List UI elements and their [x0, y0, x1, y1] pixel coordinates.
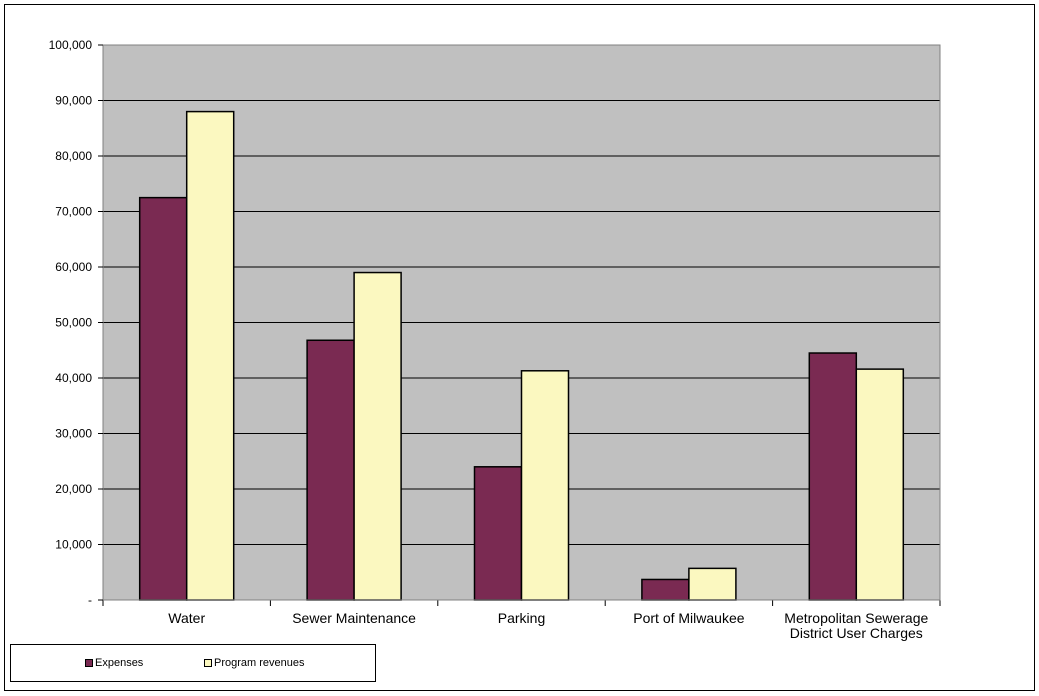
x-category-label: Port of Milwaukee — [633, 610, 744, 626]
bars — [138, 110, 905, 601]
x-axis-labels: Water Sewer Maintenance Parking Port of Mil… — [168, 610, 928, 641]
y-tick-label: 40,000 — [55, 371, 92, 385]
bar-expenses — [473, 466, 523, 601]
legend-swatch-expenses — [85, 659, 93, 667]
x-category-label: Sewer Maintenance — [292, 610, 416, 626]
y-axis-ticks: - 10,000 20,000 30,000 40,000 50,000 60,000 70,… — [49, 38, 103, 607]
y-tick-label: 10,000 — [55, 538, 92, 552]
y-tick-label: 20,000 — [55, 482, 92, 496]
bar-program-revenues — [353, 271, 402, 601]
bar-expenses — [641, 578, 690, 601]
legend-label-program-revenues: Program revenues — [214, 657, 305, 669]
bar-expenses — [808, 352, 858, 601]
y-tick-label: 30,000 — [55, 427, 92, 441]
y-tick-label: 70,000 — [55, 205, 92, 219]
bar-program-revenues — [855, 368, 905, 601]
x-category-label: Water — [168, 610, 205, 626]
x-category-label: District User Charges — [790, 625, 923, 641]
bar-expenses — [138, 196, 188, 601]
legend-item-program-revenues: Program revenues — [204, 657, 305, 669]
legend-swatch-program-revenues — [204, 659, 212, 667]
y-tick-label: - — [88, 593, 92, 607]
legend-label-expenses: Expenses — [95, 657, 144, 669]
y-tick-label: 60,000 — [55, 260, 92, 274]
y-tick-label: 90,000 — [55, 94, 92, 108]
bar-program-revenues — [520, 370, 570, 601]
x-category-label: Metropolitan Sewerage — [784, 610, 928, 626]
y-tick-label: 100,000 — [49, 38, 93, 52]
y-tick-label: 50,000 — [55, 316, 92, 330]
bar-program-revenues — [688, 567, 737, 601]
x-category-label: Parking — [498, 610, 545, 626]
legend: Expenses Program revenues — [10, 644, 376, 682]
y-tick-label: 80,000 — [55, 149, 92, 163]
legend-item-expenses: Expenses — [85, 657, 143, 669]
bar-expenses — [306, 339, 355, 601]
bar-program-revenues — [185, 110, 235, 601]
